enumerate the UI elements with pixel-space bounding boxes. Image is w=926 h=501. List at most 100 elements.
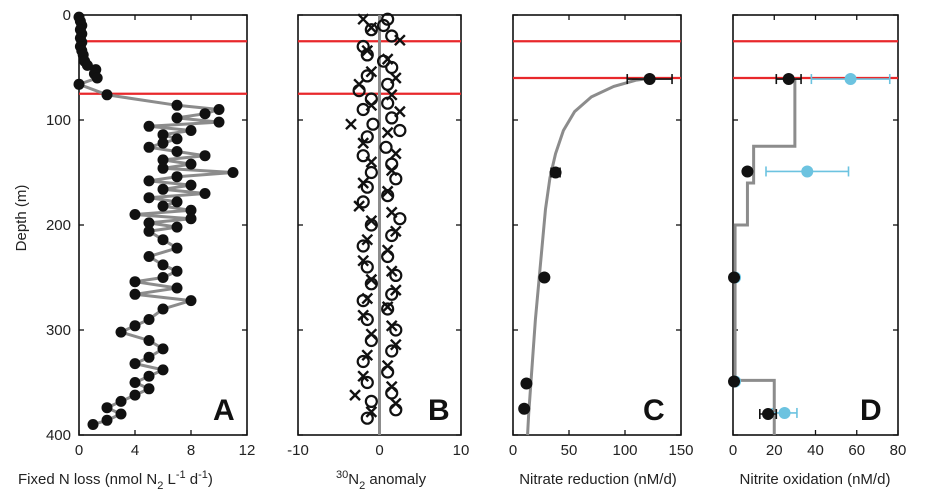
data-point xyxy=(143,120,155,132)
data-point xyxy=(185,179,197,191)
data-point xyxy=(73,78,85,90)
cross-point xyxy=(365,406,378,418)
x-tick-label: 8 xyxy=(187,442,195,459)
data-point xyxy=(143,251,155,262)
cross-point xyxy=(365,214,378,227)
data-point xyxy=(157,343,169,355)
cross-point xyxy=(357,177,370,189)
x-tick-label: 50 xyxy=(561,442,578,459)
y-tick-label: 400 xyxy=(46,427,71,444)
circle-point xyxy=(379,140,393,154)
cross-point xyxy=(357,370,370,383)
cross-point xyxy=(345,118,357,131)
data-point xyxy=(171,112,183,124)
data-point xyxy=(199,188,211,199)
x-tick-label: 20 xyxy=(766,442,783,459)
data-point xyxy=(129,209,141,220)
data-point xyxy=(129,320,141,332)
panel-d-xlabel: Nitrite oxidation (nM/d) xyxy=(740,471,891,488)
data-point xyxy=(87,419,99,430)
cross-point xyxy=(389,147,402,160)
cross-point xyxy=(394,105,406,118)
data-point xyxy=(171,133,183,145)
cross-point xyxy=(365,21,378,34)
panel-c: 0 50 100 150 C Nitrate reduction (nM/d) xyxy=(509,14,694,488)
data-point xyxy=(171,221,183,233)
data-point xyxy=(91,72,103,84)
circle-point xyxy=(360,375,374,390)
panel-a-xlabel: Fixed N loss (nmol N2 L-1 d-1) xyxy=(18,469,213,492)
plot-layer: 0 20 40 60 80 xyxy=(728,14,907,459)
circle-point xyxy=(356,149,370,163)
circle-point xyxy=(356,354,370,369)
cross-point xyxy=(357,309,370,322)
circle-point xyxy=(385,344,399,358)
data-point xyxy=(185,125,197,136)
x-tick-label: 100 xyxy=(612,442,637,459)
cross-point xyxy=(385,164,398,177)
data-point xyxy=(101,89,113,101)
cross-point xyxy=(361,233,374,246)
black-data-point xyxy=(762,408,775,420)
cross-point xyxy=(365,273,378,286)
plot-layer: 0 4 8 12 0 100 200 300 400 xyxy=(46,7,255,459)
circle-point xyxy=(364,394,378,408)
panel-d-letter: D xyxy=(860,394,882,427)
cross-point xyxy=(365,65,378,78)
panel-c-letter: C xyxy=(643,394,665,427)
cross-point xyxy=(381,53,394,65)
circle-point xyxy=(360,69,374,83)
cross-point xyxy=(381,185,394,198)
data-point xyxy=(171,146,183,157)
data-point xyxy=(549,166,562,179)
data-point xyxy=(213,116,225,128)
blue-data-point xyxy=(844,73,857,86)
cross-point xyxy=(357,137,370,149)
cross-point xyxy=(389,397,402,410)
y-tick-label: 0 xyxy=(63,7,71,24)
plot-layer: -10 0 10 xyxy=(287,12,469,459)
x-tick-label: 0 xyxy=(75,442,83,459)
x-tick-label: 0 xyxy=(729,442,737,459)
cross-point xyxy=(381,301,394,313)
circle-point xyxy=(360,180,374,194)
data-point xyxy=(157,364,169,376)
blue-data-point xyxy=(801,165,814,178)
data-point xyxy=(129,389,141,401)
data-point xyxy=(171,99,183,111)
data-point xyxy=(115,395,127,407)
x-tick-label: 0 xyxy=(375,442,383,459)
x-tick-label: 80 xyxy=(890,442,907,459)
data-point xyxy=(185,295,197,307)
data-point xyxy=(643,73,656,86)
data-point xyxy=(129,276,141,288)
panel-b-xlabel: 30N2 anomaly xyxy=(336,469,427,492)
cross-point xyxy=(394,34,406,47)
x-tick-label: 60 xyxy=(848,442,865,459)
data-point xyxy=(143,335,155,346)
cross-point xyxy=(361,292,374,305)
cross-point xyxy=(381,359,394,372)
data-point xyxy=(199,150,211,162)
data-point xyxy=(143,314,155,325)
data-point xyxy=(143,383,155,395)
circle-point xyxy=(381,302,395,316)
data-point xyxy=(157,137,169,149)
panel-b-letter: B xyxy=(428,394,450,427)
data-point xyxy=(171,265,183,277)
data-point xyxy=(129,288,141,300)
cross-point xyxy=(389,72,402,84)
cross-point xyxy=(365,328,378,341)
circle-point xyxy=(389,323,403,337)
data-point xyxy=(227,167,239,178)
data-point xyxy=(143,141,155,153)
cross-point xyxy=(381,126,394,139)
data-point xyxy=(143,175,155,187)
circle-point xyxy=(389,268,403,282)
data-point xyxy=(157,200,169,212)
cross-point xyxy=(349,389,361,401)
circle-point xyxy=(360,130,374,144)
plot-layer: 0 50 100 150 xyxy=(509,14,694,459)
black-data-point xyxy=(728,271,741,284)
black-data-point xyxy=(741,165,754,178)
